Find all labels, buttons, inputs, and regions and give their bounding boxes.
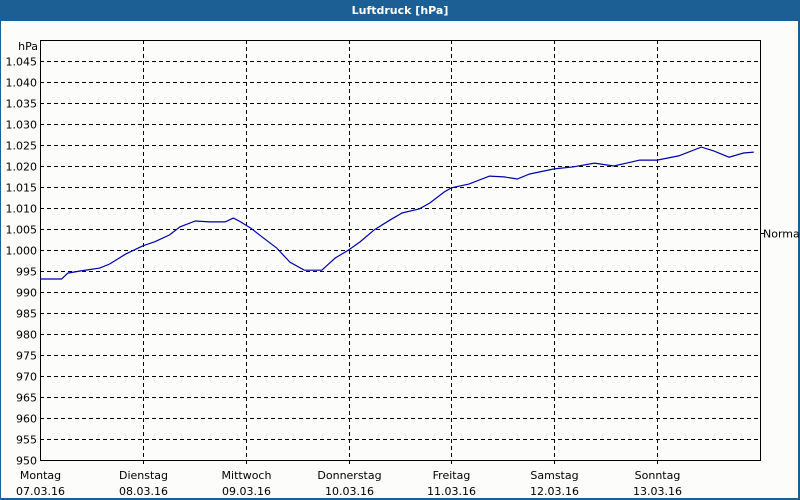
x-tick-date: 07.03.16 (16, 485, 65, 498)
y-tick-label: 975 (16, 350, 37, 363)
y-axis-labels: 950 955 960 965 970 975 980 985 990 995 1.000 1.005… (6, 56, 38, 468)
x-tick-day: Freitag (433, 469, 471, 482)
y-tick-label: 1.030 (6, 119, 38, 132)
x-tick-day: Dienstag (119, 469, 168, 482)
y-tick-label: 1.035 (6, 98, 38, 111)
normal-reference: Normal (760, 228, 800, 241)
y-tick-label: 990 (16, 287, 37, 300)
y-tick-label: 1.005 (6, 224, 38, 237)
grid-lines (40, 40, 760, 464)
y-tick-label: 1.025 (6, 140, 38, 153)
y-tick-label: 985 (16, 308, 37, 321)
x-tick-date: 13.03.16 (633, 485, 682, 498)
plot-frame (40, 40, 761, 461)
x-tick-date: 10.03.16 (325, 485, 374, 498)
x-tick-date: 08.03.16 (119, 485, 168, 498)
x-tick-date: 11.03.16 (427, 485, 476, 498)
x-axis-labels: Montag 07.03.16 Dienstag 08.03.16 Mittwoch 09… (16, 469, 682, 498)
x-tick-day: Sonntag (635, 469, 681, 482)
x-tick-day: Samstag (530, 469, 578, 482)
y-tick-label: 955 (16, 434, 37, 447)
y-tick-label: 1.000 (6, 245, 38, 258)
y-tick-label: 1.015 (6, 182, 38, 195)
y-tick-label: 960 (16, 413, 37, 426)
x-tick-day: Montag (20, 469, 61, 482)
y-tick-label: 970 (16, 371, 37, 384)
x-tick-day: Mittwoch (222, 469, 272, 482)
y-tick-label: 1.040 (6, 77, 38, 90)
y-tick-label: 965 (16, 392, 37, 405)
y-tick-label: 1.010 (6, 203, 38, 216)
y-tick-label: 995 (16, 266, 37, 279)
y-tick-label: 950 (16, 455, 37, 468)
axes (40, 40, 761, 461)
y-axis-unit: hPa (18, 40, 38, 53)
x-tick-day: Donnerstag (317, 469, 381, 482)
normal-label: Normal (763, 228, 800, 241)
x-tick-date: 09.03.16 (222, 485, 271, 498)
window-title: Luftdruck [hPa] (351, 4, 449, 17)
y-tick-label: 980 (16, 329, 37, 342)
y-tick-label: 1.045 (6, 56, 38, 69)
pressure-line (40, 146, 754, 280)
y-tick-label: 1.020 (6, 161, 38, 174)
x-tick-date: 12.03.16 (530, 485, 579, 498)
